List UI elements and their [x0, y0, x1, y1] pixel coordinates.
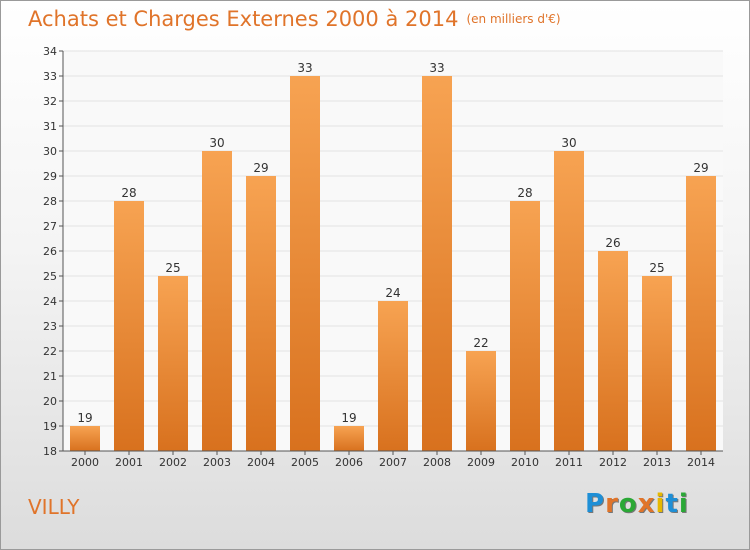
chart-title: Achats et Charges Externes 2000 à 2014 (e…: [28, 7, 561, 31]
proxiti-logo[interactable]: Proxiti: [585, 489, 689, 519]
x-tick-label: 2003: [203, 456, 231, 469]
data-label: 24: [385, 286, 400, 300]
bar: [114, 201, 144, 451]
data-label: 30: [209, 136, 224, 150]
data-label: 28: [517, 186, 532, 200]
y-tick-label: 20: [43, 395, 57, 408]
y-tick-label: 27: [43, 220, 57, 233]
x-tick-label: 2013: [643, 456, 671, 469]
bar: [70, 426, 100, 451]
logo-letter: P: [585, 489, 606, 519]
bar: [686, 176, 716, 451]
bar: [554, 151, 584, 451]
data-label: 29: [253, 161, 268, 175]
x-tick-label: 2009: [467, 456, 495, 469]
x-tick-label: 2014: [687, 456, 715, 469]
logo-letter: o: [618, 489, 638, 519]
logo-letter: i: [655, 489, 666, 519]
title-text: Achats et Charges Externes 2000 à 2014: [28, 7, 459, 31]
x-tick-label: 2007: [379, 456, 407, 469]
logo-letter: i: [678, 489, 689, 519]
bar: [422, 76, 452, 451]
bar: [202, 151, 232, 451]
x-tick-label: 2006: [335, 456, 363, 469]
data-label: 19: [77, 411, 92, 425]
x-tick-label: 2000: [71, 456, 99, 469]
x-tick-label: 2012: [599, 456, 627, 469]
y-tick-label: 25: [43, 270, 57, 283]
y-tick-label: 29: [43, 170, 57, 183]
x-tick-label: 2008: [423, 456, 451, 469]
y-tick-label: 28: [43, 195, 57, 208]
logo-letter: r: [605, 489, 619, 519]
data-label: 33: [429, 61, 444, 75]
x-tick-label: 2002: [159, 456, 187, 469]
y-tick-label: 24: [43, 295, 57, 308]
data-label: 22: [473, 336, 488, 350]
chart-subtitle: (en milliers d'€): [466, 12, 561, 26]
bar: [466, 351, 496, 451]
data-label: 25: [165, 261, 180, 275]
x-tick-label: 2011: [555, 456, 583, 469]
y-tick-label: 31: [43, 120, 57, 133]
y-tick-label: 23: [43, 320, 57, 333]
data-label: 26: [605, 236, 620, 250]
bar: [246, 176, 276, 451]
data-label: 30: [561, 136, 576, 150]
x-tick-label: 2010: [511, 456, 539, 469]
y-tick-label: 18: [43, 445, 57, 458]
bar: [510, 201, 540, 451]
bar: [642, 276, 672, 451]
y-tick-label: 34: [43, 45, 57, 58]
x-tick-label: 2004: [247, 456, 275, 469]
bar: [598, 251, 628, 451]
bar: [378, 301, 408, 451]
y-tick-label: 32: [43, 95, 57, 108]
place-name: VILLY: [28, 495, 80, 519]
data-label: 19: [341, 411, 356, 425]
data-label: 29: [693, 161, 708, 175]
data-label: 25: [649, 261, 664, 275]
bar: [334, 426, 364, 451]
logo-letter: t: [665, 489, 679, 519]
x-tick-label: 2001: [115, 456, 143, 469]
x-tick-label: 2005: [291, 456, 319, 469]
bar: [158, 276, 188, 451]
y-tick-label: 30: [43, 145, 57, 158]
logo-letter: x: [637, 489, 656, 519]
y-tick-label: 33: [43, 70, 57, 83]
data-label: 28: [121, 186, 136, 200]
y-tick-label: 22: [43, 345, 57, 358]
data-label: 33: [297, 61, 312, 75]
bar: [290, 76, 320, 451]
y-tick-label: 26: [43, 245, 57, 258]
y-tick-label: 19: [43, 420, 57, 433]
y-tick-label: 21: [43, 370, 57, 383]
